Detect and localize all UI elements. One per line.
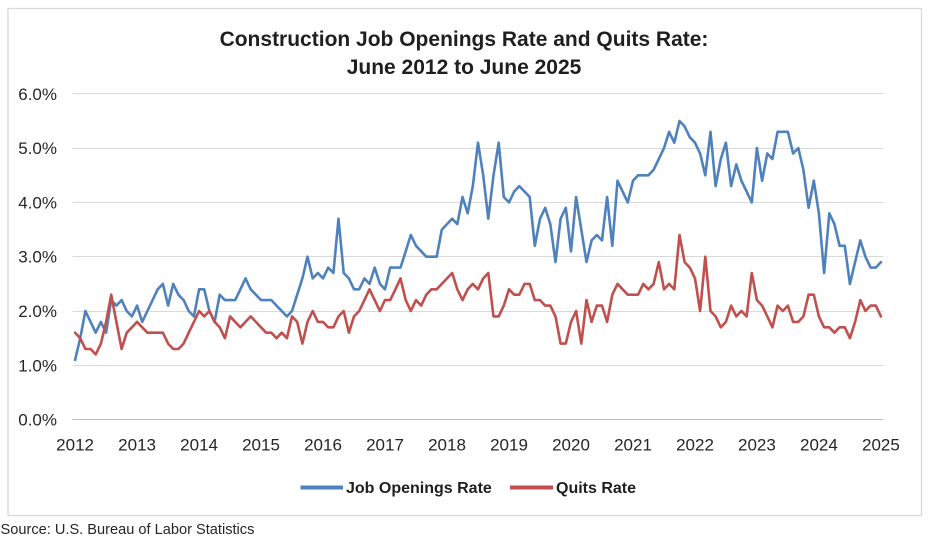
svg-text:June 2012 to June 2025: June 2012 to June 2025: [347, 56, 582, 79]
svg-text:1.0%: 1.0%: [18, 356, 57, 375]
svg-text:2017: 2017: [366, 436, 404, 455]
svg-text:4.0%: 4.0%: [18, 193, 57, 212]
svg-text:Construction Job Openings Rate: Construction Job Openings Rate and Quits…: [220, 28, 709, 51]
svg-text:Quits Rate: Quits Rate: [556, 480, 636, 497]
svg-text:5.0%: 5.0%: [18, 139, 57, 158]
svg-text:2024: 2024: [800, 436, 838, 455]
svg-text:2.0%: 2.0%: [18, 302, 57, 321]
svg-text:2014: 2014: [180, 436, 218, 455]
svg-text:Job Openings Rate: Job Openings Rate: [346, 480, 492, 497]
svg-text:6.0%: 6.0%: [18, 85, 57, 104]
svg-text:3.0%: 3.0%: [18, 248, 57, 267]
svg-text:2012: 2012: [56, 436, 94, 455]
svg-text:2015: 2015: [242, 436, 280, 455]
svg-text:0.0%: 0.0%: [18, 411, 57, 430]
svg-text:2021: 2021: [614, 436, 652, 455]
svg-text:2025: 2025: [862, 436, 900, 455]
svg-text:2022: 2022: [676, 436, 714, 455]
svg-text:Source: U.S. Bureau of Labor S: Source: U.S. Bureau of Labor Statistics: [1, 522, 255, 538]
svg-text:2018: 2018: [428, 436, 466, 455]
svg-text:2020: 2020: [552, 436, 590, 455]
svg-text:2019: 2019: [490, 436, 528, 455]
svg-text:2013: 2013: [118, 436, 156, 455]
svg-text:2023: 2023: [738, 436, 776, 455]
svg-text:2016: 2016: [304, 436, 342, 455]
